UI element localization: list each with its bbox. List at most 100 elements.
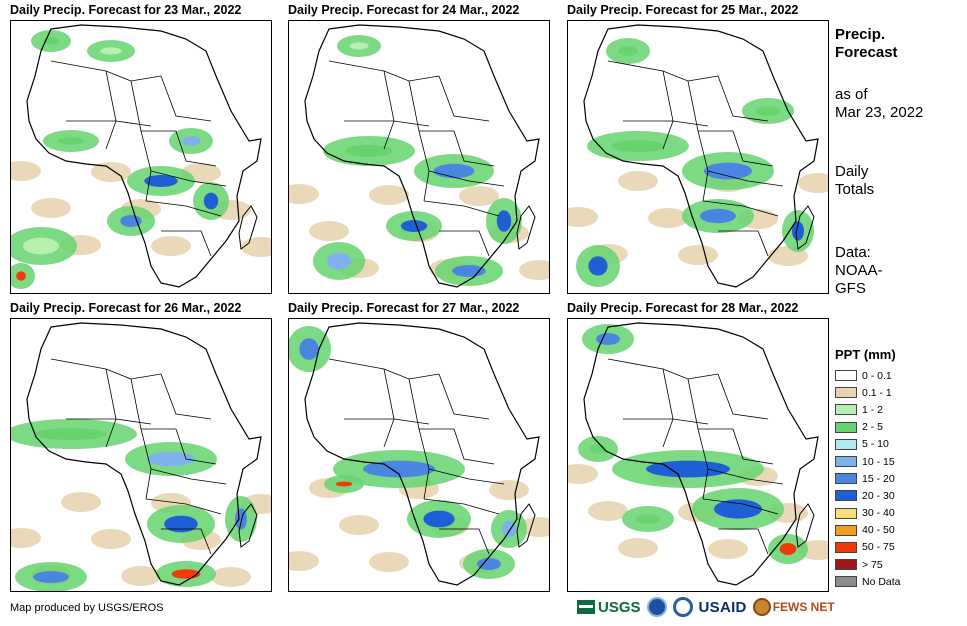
- usda-seal-icon: [672, 597, 693, 617]
- legend-swatch: [835, 421, 857, 433]
- data-source: Data: NOAA- GFS: [835, 244, 883, 298]
- country-border: [145, 498, 222, 515]
- country-border: [66, 418, 152, 425]
- country-border: [130, 378, 176, 430]
- continent-outline: [26, 322, 262, 586]
- precip-core: [164, 515, 198, 533]
- africa-map-svg: [289, 322, 549, 586]
- usaid-logo: USAID: [698, 598, 747, 616]
- dry-area: [241, 237, 271, 257]
- country-border: [328, 358, 440, 380]
- dry-area: [618, 171, 658, 191]
- country-border: [453, 428, 495, 465]
- forecast-panel-2: Daily Precip. Forecast for 24 Mar., 2022: [288, 3, 550, 298]
- usgs-logo: USGS: [577, 599, 641, 616]
- precip-core: [433, 163, 475, 179]
- partner-logos: USGS USAID FEWS NET: [577, 594, 835, 620]
- legend-label: 2 - 5: [862, 421, 884, 434]
- legend-label: 40 - 50: [862, 524, 895, 537]
- precip-core: [779, 543, 797, 555]
- forecast-panel-5: Daily Precip. Forecast for 27 Mar., 2022: [288, 301, 550, 596]
- country-border: [66, 120, 152, 127]
- precip-map: [288, 318, 550, 592]
- dry-area: [369, 552, 409, 572]
- country-border: [344, 418, 430, 425]
- precip-map: [10, 318, 272, 592]
- country-border: [160, 373, 212, 420]
- precip-core: [363, 460, 435, 478]
- legend-item: 30 - 40: [835, 505, 901, 522]
- legend-swatch: [835, 370, 857, 382]
- legend-swatch: [835, 576, 857, 588]
- africa-map-svg: [11, 322, 271, 591]
- dry-area: [289, 551, 319, 571]
- legend-item: 50 - 75: [835, 539, 901, 556]
- dry-area: [31, 198, 71, 218]
- country-border: [732, 428, 774, 465]
- dry-area: [519, 260, 549, 280]
- precip-core: [16, 271, 26, 281]
- dry-area: [91, 529, 131, 549]
- dry-area: [678, 245, 718, 265]
- legend-item: 2 - 5: [835, 419, 901, 436]
- precip-core: [423, 510, 455, 528]
- country-border: [718, 528, 769, 555]
- precip-core: [596, 333, 620, 345]
- country-border: [160, 75, 212, 122]
- precip-core: [299, 338, 319, 360]
- continent-outline: [26, 24, 262, 288]
- continent-outline: [583, 24, 819, 288]
- legend-label: 0.1 - 1: [862, 386, 892, 399]
- panel-title: Daily Precip. Forecast for 28 Mar., 2022: [567, 301, 799, 315]
- legend-label: 5 - 10: [862, 438, 889, 451]
- panel-title: Daily Precip. Forecast for 25 Mar., 2022: [567, 3, 799, 17]
- legend-label: 1 - 2: [862, 403, 884, 416]
- country-border: [718, 230, 769, 257]
- africa-map-svg: [568, 322, 828, 586]
- legend-swatch: [835, 438, 857, 450]
- country-border: [130, 80, 176, 132]
- country-border: [439, 230, 490, 257]
- daily-totals-label: Daily Totals: [835, 163, 874, 199]
- legend-item: 40 - 50: [835, 522, 901, 539]
- dry-area: [798, 173, 828, 193]
- dry-area: [151, 236, 191, 256]
- dry-area: [648, 208, 688, 228]
- country-border: [623, 418, 709, 425]
- legend-label: 10 - 15: [862, 455, 895, 468]
- country-border: [423, 498, 500, 515]
- legend-label: No Data: [862, 575, 901, 588]
- country-border: [687, 80, 733, 132]
- precip-core: [618, 46, 638, 56]
- forecast-panel-6: Daily Precip. Forecast for 28 Mar., 2022: [567, 301, 829, 596]
- country-border: [687, 378, 733, 430]
- legend-item: 10 - 15: [835, 453, 901, 470]
- precip-core: [120, 215, 142, 227]
- country-border: [161, 528, 212, 555]
- country-border: [439, 528, 490, 555]
- dry-area: [11, 528, 41, 548]
- precip-core: [144, 175, 178, 187]
- precip-core: [100, 47, 122, 55]
- legend-label: 15 - 20: [862, 472, 895, 485]
- country-border: [607, 358, 719, 380]
- legend-swatch: [835, 541, 857, 553]
- data-line3: GFS: [835, 280, 866, 297]
- forecast-panel-3: Daily Precip. Forecast for 25 Mar., 2022: [567, 3, 829, 298]
- country-border: [105, 70, 117, 150]
- precip-core: [477, 558, 501, 570]
- map-credit: Map produced by USGS/EROS: [10, 602, 164, 614]
- dry-area: [11, 161, 41, 181]
- daily-line2: Totals: [835, 181, 875, 198]
- country-border: [161, 230, 212, 257]
- precip-core: [792, 221, 804, 241]
- legend-item: 1 - 2: [835, 401, 901, 418]
- precip-core: [33, 571, 69, 583]
- country-border: [145, 200, 222, 217]
- legend-item: No Data: [835, 573, 901, 590]
- country-border: [344, 120, 430, 127]
- noaa-seal-icon: [646, 597, 667, 617]
- precip-core: [611, 140, 665, 152]
- legend-swatch: [835, 559, 857, 571]
- precip-core: [35, 428, 107, 440]
